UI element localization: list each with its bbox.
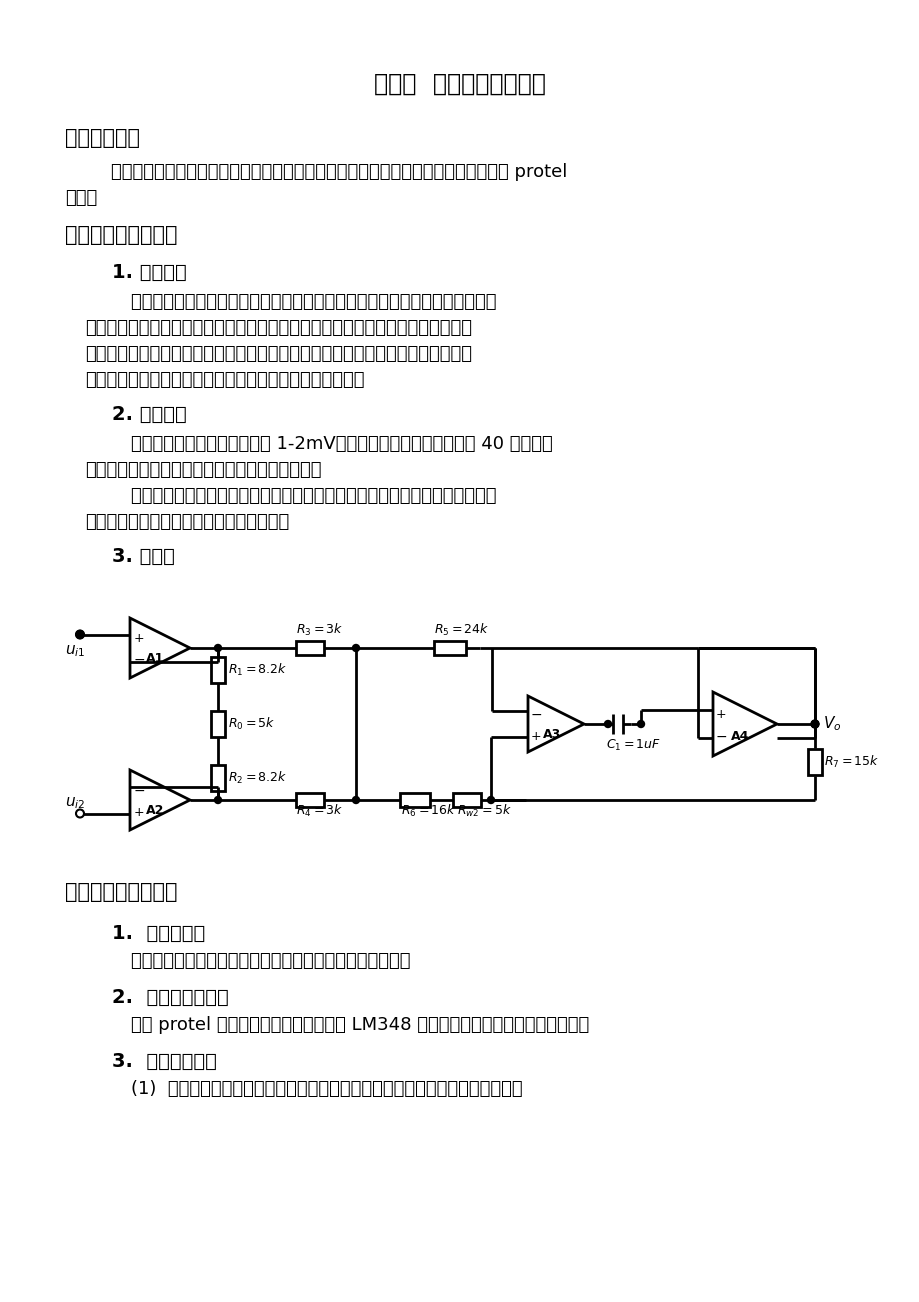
Text: A2: A2 [145, 803, 164, 816]
Bar [452, 793, 481, 807]
Text: 一、实验目的: 一、实验目的 [65, 128, 140, 148]
Bar [400, 793, 429, 807]
Text: −: − [133, 654, 144, 667]
Text: 三、实验内容与步骤: 三、实验内容与步骤 [65, 881, 177, 902]
Text: A3: A3 [542, 729, 561, 742]
Text: 1.  元件值设定: 1. 元件值设定 [85, 924, 205, 943]
Bar [210, 658, 225, 684]
Circle shape [637, 720, 644, 728]
Bar [434, 641, 466, 655]
Text: $R_0=5k$: $R_0=5k$ [228, 716, 276, 732]
Text: $R_3=3k$: $R_3=3k$ [296, 622, 343, 638]
Text: 了解三运放生物电前置放大器设计原理，掌握放大器的设计、调试和测量方法，熟悉 protel: 了解三运放生物电前置放大器设计原理，掌握放大器的设计、调试和测量方法，熟悉 pr… [65, 163, 567, 181]
Text: −: − [133, 784, 144, 798]
Circle shape [76, 630, 84, 638]
Circle shape [352, 644, 359, 651]
Bar [210, 711, 225, 737]
Text: $R_1=8.2k$: $R_1=8.2k$ [228, 661, 287, 678]
Text: 放大器的设计一般采用定性分析、定量估算、实验调整结合的方法。在设计过: 放大器的设计一般采用定性分析、定量估算、实验调整结合的方法。在设计过 [85, 293, 496, 311]
Text: $u_{i1}$: $u_{i1}$ [65, 643, 85, 659]
Text: 2.  建立仿真电路图: 2. 建立仿真电路图 [85, 988, 229, 1006]
Text: −: − [714, 730, 726, 743]
Circle shape [76, 630, 84, 638]
Circle shape [811, 720, 818, 728]
Text: +: + [133, 806, 144, 819]
Text: 设计时，要按照所给定的电路形式，分配各级放大器的放大倍数，然后根据放: 设计时，要按照所给定的电路形式，分配各级放大器的放大倍数，然后根据放 [85, 487, 496, 505]
Text: −: − [529, 708, 541, 723]
Text: 3. 原理图: 3. 原理图 [85, 547, 175, 566]
Text: 验采用三运放差动放大器，电路形式如下图所示。: 验采用三运放差动放大器，电路形式如下图所示。 [85, 461, 321, 479]
Circle shape [811, 720, 818, 728]
Circle shape [487, 797, 494, 803]
Text: $R_7=15k$: $R_7=15k$ [823, 754, 879, 769]
Text: $R_5=24k$: $R_5=24k$ [434, 622, 489, 638]
Text: 程中，首先根据使用要求选择放大器的放大倍数、放大器的级数和放大器的电路形: 程中，首先根据使用要求选择放大器的放大倍数、放大器的级数和放大器的电路形 [85, 319, 471, 337]
Text: 大倍数计算出放大电路中各个电阻的阻值。: 大倍数计算出放大电路中各个电阻的阻值。 [85, 513, 289, 531]
Text: $C_1=1uF$: $C_1=1uF$ [606, 738, 661, 753]
Text: A4: A4 [730, 729, 748, 742]
Text: +: + [715, 707, 725, 720]
Circle shape [76, 810, 84, 818]
Text: 2. 工作原理: 2. 工作原理 [85, 405, 187, 424]
Text: 二、实验原理及说明: 二、实验原理及说明 [65, 225, 177, 245]
Circle shape [811, 720, 818, 728]
Text: 1. 应用场合: 1. 应用场合 [85, 263, 187, 283]
Bar [296, 641, 323, 655]
Text: $R_4=3k$: $R_4=3k$ [296, 803, 343, 819]
Text: (1)  静态工作点：将放大器两输入端对地短路，观察各级放大器输出波形并记录: (1) 静态工作点：将放大器两输入端对地短路，观察各级放大器输出波形并记录 [85, 1079, 522, 1098]
Text: 根据教材相关内容和实验原理，设定合适的电阻等元件值。: 根据教材相关内容和实验原理，设定合适的电阻等元件值。 [85, 952, 410, 970]
Text: +: + [133, 633, 144, 646]
Circle shape [811, 720, 818, 728]
Circle shape [352, 797, 359, 803]
Text: 实验一  生物电前置放大器: 实验一 生物电前置放大器 [374, 72, 545, 96]
Circle shape [214, 797, 221, 803]
Text: $u_{i2}$: $u_{i2}$ [65, 796, 85, 811]
Text: 人体体表心电信号的幅值约为 1-2mV，要求放大器的总放大倍数为 40 倍。本实: 人体体表心电信号的幅值约为 1-2mV，要求放大器的总放大倍数为 40 倍。本实 [85, 435, 552, 453]
Text: $R_2=8.2k$: $R_2=8.2k$ [228, 769, 287, 786]
Text: +: + [530, 729, 540, 742]
Text: $R_6=16k$: $R_6=16k$ [401, 803, 456, 819]
Text: $V_o$: $V_o$ [823, 715, 841, 733]
Circle shape [214, 644, 221, 651]
Bar [210, 766, 225, 792]
Text: 式，计算确定各个电阻元件的取值，然后连接电路并实际测量放大器的各项参数，: 式，计算确定各个电阻元件的取值，然后连接电路并实际测量放大器的各项参数， [85, 345, 471, 363]
Bar [296, 793, 323, 807]
Text: $R_{w2}=5k$: $R_{w2}=5k$ [457, 803, 511, 819]
Text: 3.  电路参数调试: 3. 电路参数调试 [85, 1052, 217, 1072]
Text: 软件。: 软件。 [65, 189, 97, 207]
Text: A1: A1 [145, 651, 164, 664]
Bar [807, 749, 821, 775]
Text: 熟悉 protel 软件，按照图中所示，选择 LM348 作为运算放大器，建立仿真电路图。: 熟悉 protel 软件，按照图中所示，选择 LM348 作为运算放大器，建立仿… [85, 1016, 588, 1034]
Text: 根据测量结果对电路进行适当调整，以满足具体设计要求。: 根据测量结果对电路进行适当调整，以满足具体设计要求。 [85, 371, 364, 389]
Circle shape [604, 720, 611, 728]
